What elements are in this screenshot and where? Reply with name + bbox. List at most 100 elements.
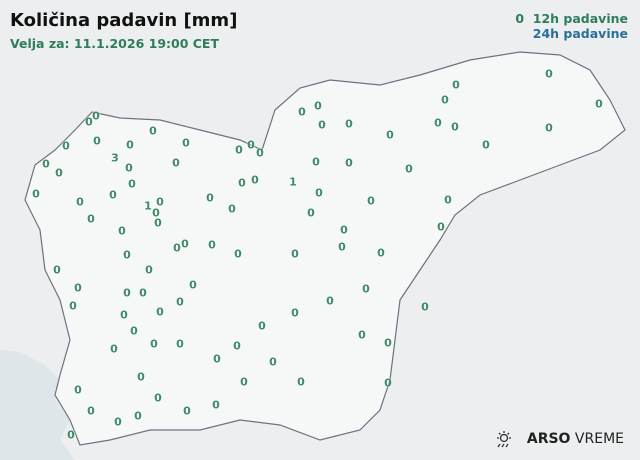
station-value[interactable]: 0 [362, 282, 370, 296]
station-value[interactable]: 0 [314, 99, 322, 113]
station-value[interactable]: 0 [67, 428, 75, 442]
station-value[interactable]: 0 [183, 404, 191, 418]
station-value[interactable]: 0 [545, 121, 553, 135]
station-value[interactable]: 0 [297, 375, 305, 389]
station-value[interactable]: 0 [452, 78, 460, 92]
station-value[interactable]: 0 [434, 116, 442, 130]
station-value[interactable]: 1 [144, 199, 152, 213]
station-value[interactable]: 0 [176, 295, 184, 309]
station-value[interactable]: 0 [137, 370, 145, 384]
station-value[interactable]: 0 [208, 238, 216, 252]
station-value[interactable]: 0 [189, 278, 197, 292]
station-value[interactable]: 0 [74, 281, 82, 295]
station-value[interactable]: 0 [451, 120, 459, 134]
sun-rain-icon [496, 431, 511, 448]
station-value[interactable]: 0 [258, 319, 266, 333]
station-value[interactable]: 0 [212, 398, 220, 412]
station-value[interactable]: 0 [93, 134, 101, 148]
station-value[interactable]: 0 [152, 206, 160, 220]
station-value[interactable]: 0 [386, 128, 394, 142]
station-value[interactable]: 0 [110, 342, 118, 356]
station-value[interactable]: 0 [128, 177, 136, 191]
station-value[interactable]: 0 [238, 176, 246, 190]
station-value[interactable]: 0 [154, 391, 162, 405]
station-value[interactable]: 0 [120, 308, 128, 322]
station-value[interactable]: 0 [318, 118, 326, 132]
station-value[interactable]: 0 [338, 240, 346, 254]
station-value[interactable]: 0 [126, 138, 134, 152]
station-value[interactable]: 0 [154, 216, 162, 230]
station-value[interactable]: 0 [405, 162, 413, 176]
station-value[interactable]: 0 [595, 97, 603, 111]
station-value[interactable]: 0 [291, 306, 299, 320]
station-value[interactable]: 3 [111, 151, 119, 165]
station-value[interactable]: 0 [315, 186, 323, 200]
station-value[interactable]: 0 [118, 224, 126, 238]
station-value[interactable]: 0 [291, 247, 299, 261]
station-value[interactable]: 0 [545, 67, 553, 81]
station-value[interactable]: 0 [326, 294, 334, 308]
station-value[interactable]: 0 [156, 305, 164, 319]
station-value[interactable]: 0 [42, 157, 50, 171]
station-value[interactable]: 0 [312, 155, 320, 169]
station-value[interactable]: 0 [149, 124, 157, 138]
station-value[interactable]: 0 [269, 355, 277, 369]
station-value[interactable]: 0 [181, 237, 189, 251]
station-value[interactable]: 0 [53, 263, 61, 277]
station-value[interactable]: 0 [182, 136, 190, 150]
station-value[interactable]: 0 [109, 188, 117, 202]
station-value[interactable]: 0 [87, 404, 95, 418]
station-value[interactable]: 1 [289, 175, 297, 189]
station-value[interactable]: 0 [130, 324, 138, 338]
station-value[interactable]: 0 [384, 376, 392, 390]
station-value[interactable]: 0 [87, 212, 95, 226]
station-value[interactable]: 0 [85, 115, 93, 129]
station-value[interactable]: 0 [150, 337, 158, 351]
station-value[interactable]: 0 [145, 263, 153, 277]
station-value[interactable]: 0 [444, 193, 452, 207]
station-value[interactable]: 0 [298, 105, 306, 119]
station-value[interactable]: 0 [69, 299, 77, 313]
station-value[interactable]: 0 [125, 161, 133, 175]
station-value[interactable]: 0 [421, 300, 429, 314]
station-value[interactable]: 0 [92, 109, 100, 123]
station-value[interactable]: 0 [172, 156, 180, 170]
station-value[interactable]: 0 [32, 187, 40, 201]
station-value[interactable]: 0 [234, 247, 242, 261]
station-value[interactable]: 0 [176, 337, 184, 351]
station-value[interactable]: 0 [340, 223, 348, 237]
station-value[interactable]: 0 [358, 328, 366, 342]
station-value[interactable]: 0 [377, 246, 385, 260]
station-value[interactable]: 0 [367, 194, 375, 208]
station-value[interactable]: 0 [139, 286, 147, 300]
station-value[interactable]: 0 [123, 248, 131, 262]
station-value[interactable]: 0 [114, 415, 122, 429]
station-value[interactable]: 0 [240, 375, 248, 389]
arso-logo[interactable]: ARSO VREME [495, 430, 624, 448]
station-value[interactable]: 0 [441, 93, 449, 107]
station-value[interactable]: 0 [123, 286, 131, 300]
station-value[interactable]: 0 [307, 206, 315, 220]
station-value[interactable]: 0 [251, 173, 259, 187]
station-value[interactable]: 0 [213, 352, 221, 366]
station-value[interactable]: 0 [74, 383, 82, 397]
station-value[interactable]: 0 [235, 143, 243, 157]
station-value[interactable]: 0 [233, 339, 241, 353]
station-value[interactable]: 0 [384, 336, 392, 350]
station-value[interactable]: 0 [156, 195, 164, 209]
station-value[interactable]: 0 [55, 166, 63, 180]
station-value[interactable]: 0 [76, 195, 84, 209]
station-value[interactable]: 0 [206, 191, 214, 205]
station-value[interactable]: 0 [247, 138, 255, 152]
station-value[interactable]: 0 [228, 202, 236, 216]
station-value[interactable]: 0 [345, 156, 353, 170]
legend-24h: 24h padavine [532, 26, 628, 41]
station-value[interactable]: 0 [437, 220, 445, 234]
station-value[interactable]: 0 [482, 138, 490, 152]
legend-12h: 0 12h padavine [515, 11, 628, 26]
station-value[interactable]: 0 [134, 409, 142, 423]
station-value[interactable]: 0 [256, 146, 264, 160]
station-value[interactable]: 0 [173, 241, 181, 255]
station-value[interactable]: 0 [345, 117, 353, 131]
station-value[interactable]: 0 [62, 139, 70, 153]
